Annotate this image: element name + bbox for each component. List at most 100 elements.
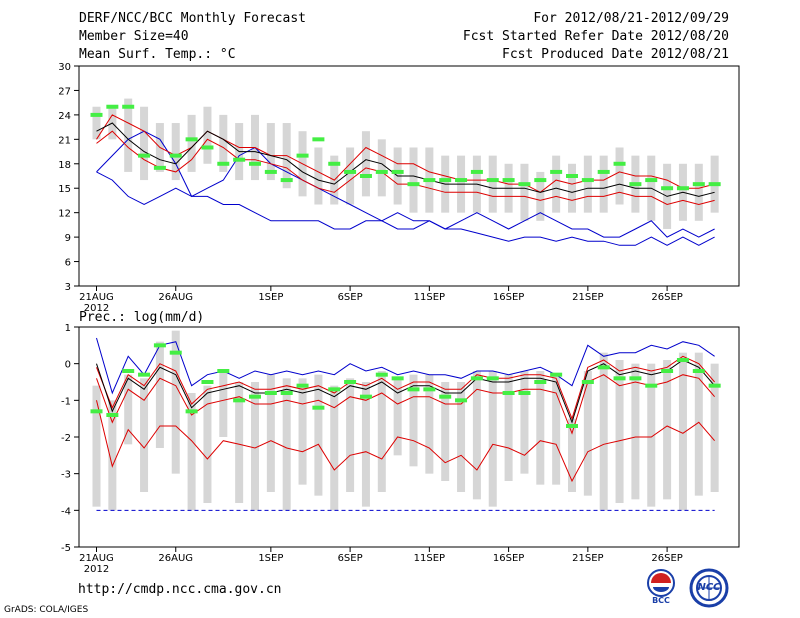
- temp-ensemble-box: [266, 123, 275, 181]
- prec-ensemble-box: [472, 371, 481, 500]
- temp-ensemble-box: [377, 139, 386, 197]
- source-url[interactable]: http://cmdp.ncc.cma.gov.cn: [78, 582, 282, 597]
- temp-observed-mark: [122, 104, 135, 109]
- temp-observed-mark: [423, 178, 436, 183]
- prec-observed-mark: [550, 372, 563, 377]
- bcc-logo-text: BCC: [652, 596, 670, 605]
- temp-ensemble-box: [488, 155, 497, 213]
- prec-ensemble-box: [251, 382, 259, 511]
- prec-ensemble-box: [425, 374, 434, 474]
- temp-mean-line: [96, 122, 715, 197]
- temp-observed-mark: [597, 169, 610, 174]
- prec-ensemble-box: [155, 341, 164, 448]
- temp-frame: [78, 65, 740, 287]
- temp-ensemble-box: [140, 106, 149, 181]
- prec-xtick-label: 26SEP: [651, 553, 682, 564]
- prec-observed-mark: [455, 398, 468, 403]
- prec-xtick-label: 21SEP: [572, 553, 603, 564]
- temp-ytick-label: 24: [58, 111, 71, 122]
- temp-observed-mark: [217, 161, 230, 166]
- prec-ensemble-box: [140, 378, 149, 492]
- chart-title: DERF/NCC/BCC Monthly Forecast: [79, 11, 306, 26]
- prec-ensemble-box: [647, 363, 656, 507]
- prec-ensemble-box: [298, 378, 307, 485]
- prec-ensemble-box: [599, 352, 608, 511]
- prec-ensemble-box: [615, 360, 624, 503]
- prec-ensemble-box: [235, 382, 244, 503]
- prec-observed-mark: [645, 383, 658, 388]
- prec-ensemble-box: [124, 374, 133, 445]
- temp-ensemble-box: [124, 98, 133, 172]
- prec-observed-mark: [280, 391, 293, 395]
- prec-ensemble-box: [568, 418, 576, 492]
- variable-label: Mean Surf. Temp.: °C: [79, 47, 236, 62]
- bcc-logo: BCC: [641, 568, 681, 606]
- temp-xtick-label: 11SEP: [414, 292, 445, 303]
- temp-observed-mark: [439, 178, 452, 183]
- prec-observed-mark: [470, 376, 483, 381]
- prec-observed-mark: [249, 394, 261, 399]
- prec-ensemble-box: [108, 400, 117, 511]
- prec-ytick-label: -4: [61, 506, 71, 517]
- temp-xtick-label: 6SEP: [338, 292, 363, 303]
- temp-observed-mark: [375, 169, 388, 174]
- prec-observed-mark: [486, 376, 499, 381]
- temp-observed-mark: [312, 137, 325, 142]
- prec-ensemble-box: [266, 374, 275, 492]
- prec-observed-mark: [566, 424, 578, 428]
- temp-ensemble-box: [203, 106, 212, 164]
- prec-observed-mark: [407, 387, 420, 392]
- temp-observed-mark: [550, 169, 563, 174]
- prec-ytick-label: -5: [61, 543, 71, 554]
- prec-ensemble-box: [314, 374, 323, 496]
- temp-observed-mark: [249, 161, 261, 166]
- temp-ytick-label: 9: [65, 233, 71, 244]
- temp-ytick-label: 12: [58, 209, 71, 220]
- prec-observed-mark: [423, 387, 436, 392]
- temp-observed-mark: [153, 165, 166, 170]
- prec-ensemble-box: [710, 363, 719, 492]
- prec-observed-mark: [138, 372, 151, 377]
- prec-ensemble-box: [504, 374, 513, 481]
- prec-max-line: [96, 337, 715, 395]
- prec-observed-mark: [185, 409, 198, 414]
- temp-observed-mark: [629, 182, 642, 187]
- prec-lower-line: [96, 374, 715, 435]
- temp-xtick-label: 26SEP: [651, 292, 682, 303]
- temp-xtick-label: 26AUG: [158, 292, 193, 303]
- temp-observed-mark: [138, 153, 151, 158]
- prec-ensemble-box: [694, 352, 703, 496]
- temp-observed-mark: [201, 145, 214, 150]
- prec-observed-mark: [692, 369, 705, 373]
- temp-ensemble-box: [536, 171, 545, 221]
- grads-credit: GrADS: COLA/IGES: [4, 605, 89, 615]
- prec-observed-mark: [90, 409, 103, 414]
- temp-observed-mark: [233, 157, 246, 162]
- prec-observed-mark: [581, 380, 594, 384]
- prec-xtick-label: 1SEP: [258, 553, 283, 564]
- prec-ensemble-box: [361, 382, 370, 507]
- prec-ensemble-box: [457, 382, 466, 492]
- prec-observed-mark: [153, 343, 166, 348]
- temp-observed-mark: [676, 186, 689, 191]
- temp-xtick-label: 21SEP: [572, 292, 603, 303]
- prec-ytick-label: 0: [65, 360, 71, 371]
- temp-observed-mark: [692, 182, 705, 187]
- produced-date: Fcst Produced Date 2012/08/21: [502, 47, 729, 62]
- prec-observed-mark: [359, 394, 372, 399]
- prec-ensemble-box: [203, 385, 212, 503]
- prec-ensemble-box: [488, 371, 497, 507]
- temp-observed-mark: [391, 169, 404, 174]
- prec-observed-mark: [344, 380, 357, 384]
- prec-ytick-label: -3: [61, 470, 71, 481]
- prec-observed-mark: [661, 369, 674, 373]
- prec-observed-mark: [708, 383, 721, 388]
- prec-ensemble-box: [346, 378, 355, 492]
- temp-max-line: [96, 130, 715, 238]
- prec-xtick-label: 26AUG: [158, 553, 193, 564]
- temp-ytick-label: 3: [65, 282, 71, 293]
- prec-ytick-label: -2: [61, 433, 71, 444]
- prec-observed-mark: [391, 376, 404, 381]
- temp-year-label: 2012: [84, 303, 109, 314]
